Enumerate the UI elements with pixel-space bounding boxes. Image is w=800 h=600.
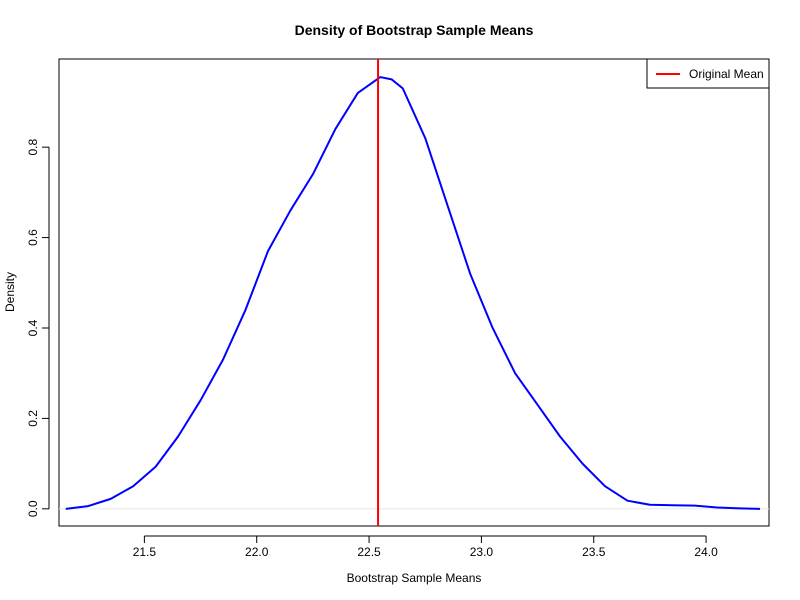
x-tick-label: 24.0: [694, 545, 718, 559]
x-tick-label: 21.5: [133, 545, 157, 559]
y-tick-label: 0.8: [26, 138, 40, 155]
y-tick-label: 0.0: [26, 500, 40, 517]
y-axis-label: Density: [3, 272, 17, 312]
legend-label-original-mean: Original Mean: [689, 67, 764, 81]
x-axis: 21.5 22.0 22.5 23.0 23.5 24.0: [133, 535, 718, 559]
y-tick-label: 0.2: [26, 410, 40, 427]
chart-title: Density of Bootstrap Sample Means: [295, 22, 534, 38]
x-axis-label: Bootstrap Sample Means: [347, 571, 482, 585]
x-tick-label: 23.5: [582, 545, 606, 559]
y-tick-label: 0.4: [26, 319, 40, 336]
x-tick-label: 23.0: [470, 545, 494, 559]
legend: Original Mean: [646, 58, 770, 89]
plot-marks: [59, 59, 769, 526]
y-axis: 0.0 0.2 0.4 0.6 0.8: [26, 138, 50, 517]
x-tick-label: 22.0: [245, 545, 269, 559]
x-tick-label: 22.5: [357, 545, 381, 559]
plot-frame: [58, 58, 770, 527]
density-curve: [65, 76, 761, 510]
y-tick-label: 0.6: [26, 229, 40, 246]
